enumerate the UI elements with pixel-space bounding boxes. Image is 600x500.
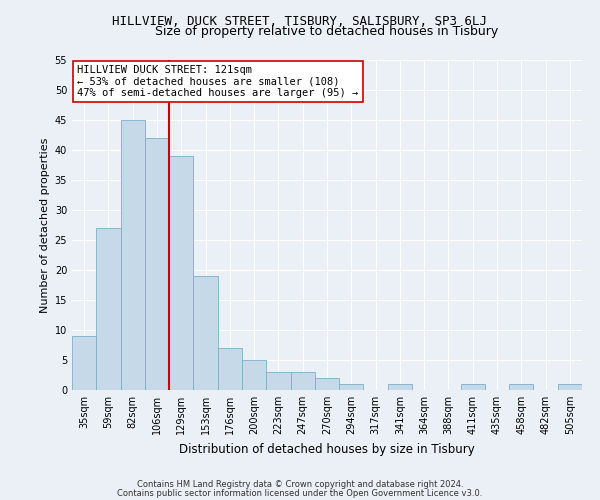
Bar [315,378,339,390]
Bar [218,348,242,390]
Bar [72,336,96,390]
Bar [388,384,412,390]
Bar [145,138,169,390]
X-axis label: Distribution of detached houses by size in Tisbury: Distribution of detached houses by size … [179,442,475,456]
Bar [461,384,485,390]
Bar [96,228,121,390]
Bar [169,156,193,390]
Text: HILLVIEW, DUCK STREET, TISBURY, SALISBURY, SP3 6LJ: HILLVIEW, DUCK STREET, TISBURY, SALISBUR… [113,15,487,28]
Y-axis label: Number of detached properties: Number of detached properties [40,138,50,312]
Text: Contains HM Land Registry data © Crown copyright and database right 2024.: Contains HM Land Registry data © Crown c… [137,480,463,489]
Bar [509,384,533,390]
Bar [290,372,315,390]
Bar [242,360,266,390]
Bar [558,384,582,390]
Title: Size of property relative to detached houses in Tisbury: Size of property relative to detached ho… [155,25,499,38]
Bar [121,120,145,390]
Bar [193,276,218,390]
Text: Contains public sector information licensed under the Open Government Licence v3: Contains public sector information licen… [118,488,482,498]
Text: HILLVIEW DUCK STREET: 121sqm
← 53% of detached houses are smaller (108)
47% of s: HILLVIEW DUCK STREET: 121sqm ← 53% of de… [77,65,358,98]
Bar [266,372,290,390]
Bar [339,384,364,390]
